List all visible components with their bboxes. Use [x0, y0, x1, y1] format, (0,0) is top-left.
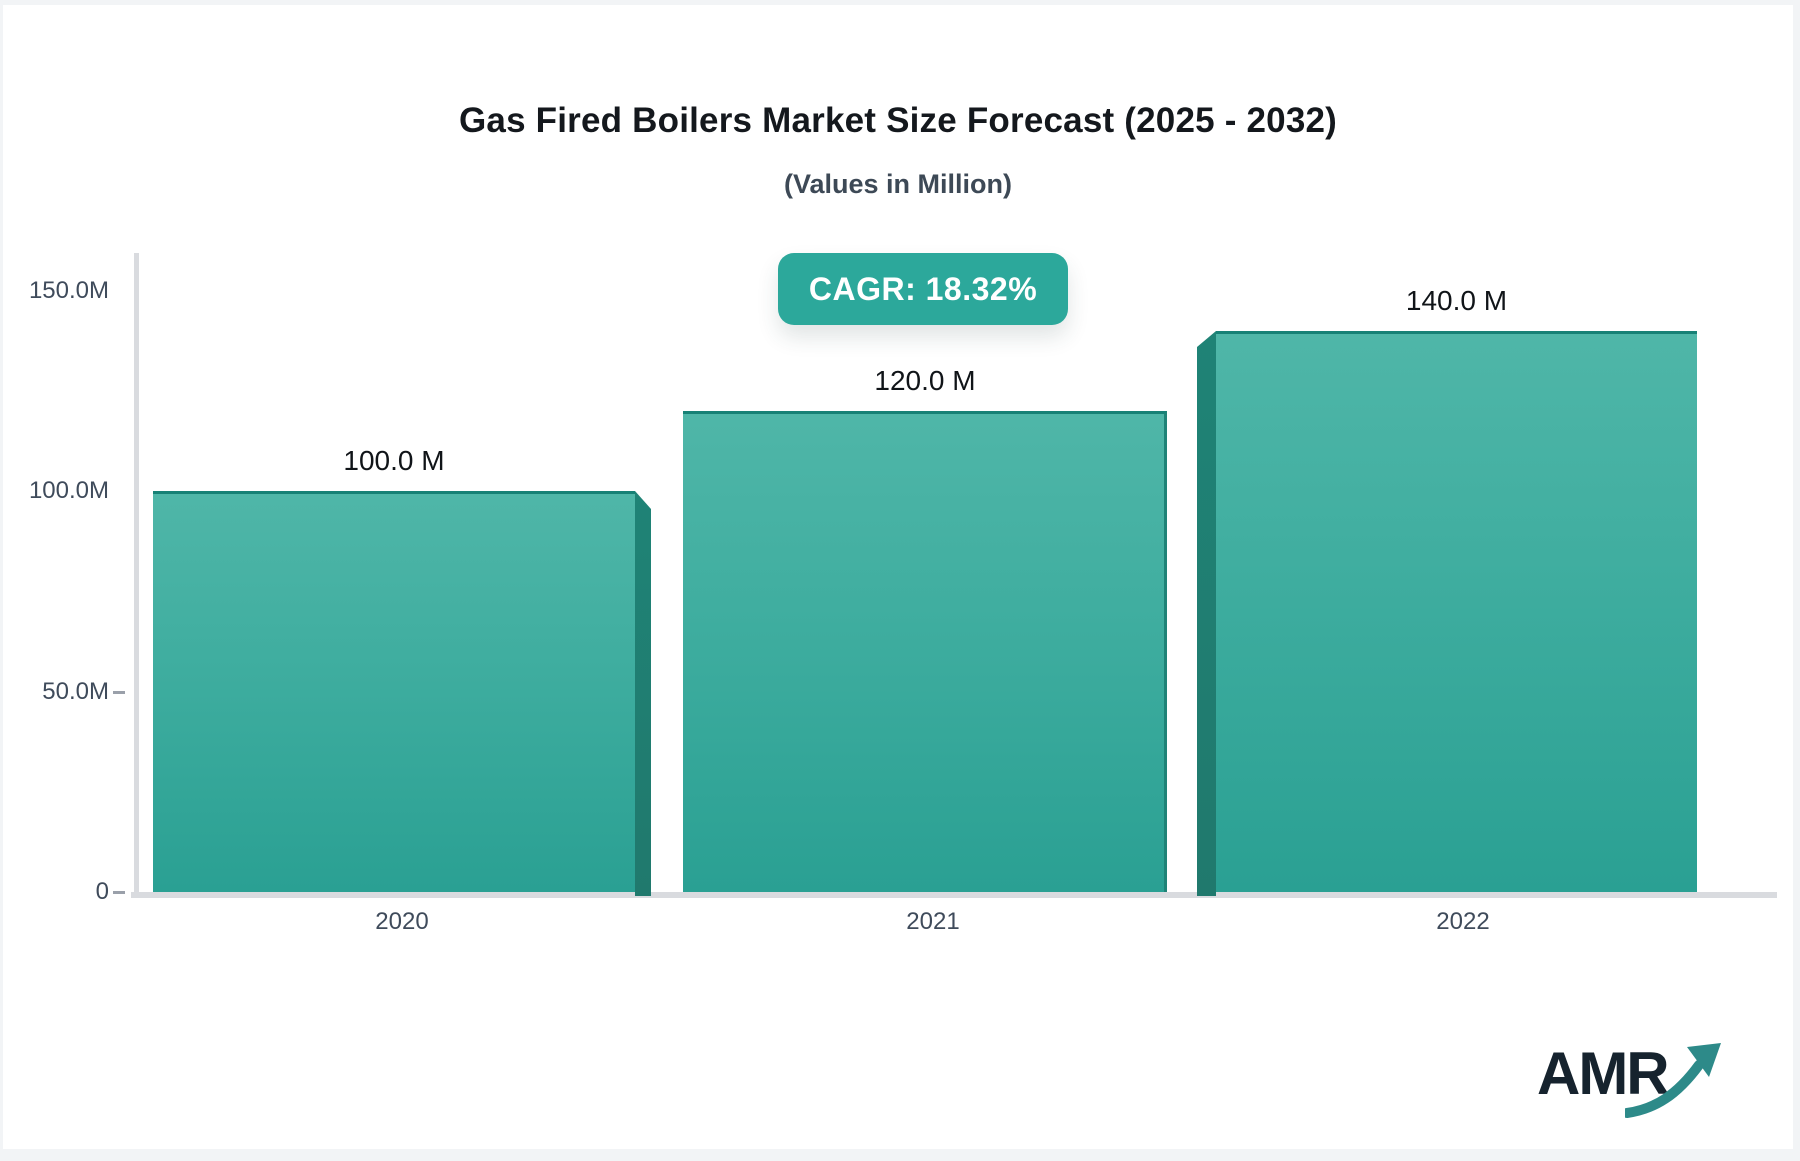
y-axis-tick-label: 0: [95, 878, 109, 905]
y-axis-tick-dash: [113, 690, 125, 694]
y-axis-tick-label: 50.0M: [42, 677, 109, 705]
bar-chart-plot-area: 150.0M 100.0M 50.0M 0 100.0 M 2020 120.0 M 2021…: [3, 5, 1800, 1161]
bar-value-label: 120.0 M: [874, 365, 976, 396]
y-axis-tick-label: 150.0M: [28, 276, 109, 304]
x-axis-tick-label: 2021: [906, 908, 960, 935]
x-axis-line: [131, 892, 1777, 898]
bar-value-label: 140.0 M: [1405, 285, 1508, 316]
amr-logo: AMR: [1531, 1023, 1721, 1133]
amr-logo-text: AMR: [1537, 1040, 1670, 1107]
bar: [683, 411, 1167, 892]
cagr-badge: CAGR: 18.32%: [778, 253, 1068, 325]
bar: [153, 491, 635, 892]
chart-title: Gas Fired Boilers Market Size Forecast (…: [458, 101, 1338, 140]
y-axis-tick-label: 100.0M: [28, 477, 109, 504]
y-axis-tick-dash: [113, 891, 125, 894]
x-axis-tick-label: 2022: [1436, 908, 1490, 935]
y-axis-line: [134, 253, 139, 898]
bar-side-face: [1197, 331, 1216, 896]
bar: [1216, 331, 1697, 892]
cagr-badge-label: CAGR: 18.32%: [808, 270, 1038, 307]
chart-card: Gas Fired Boilers Market Size Forecast (…: [3, 5, 1793, 1149]
x-axis-tick-label: 2020: [375, 908, 429, 935]
bar-side-face: [635, 491, 651, 896]
chart-subtitle: (Values in Million): [783, 169, 1013, 199]
bar-value-label: 100.0 M: [343, 445, 445, 476]
trend-up-arrow-icon: [1625, 1043, 1721, 1118]
